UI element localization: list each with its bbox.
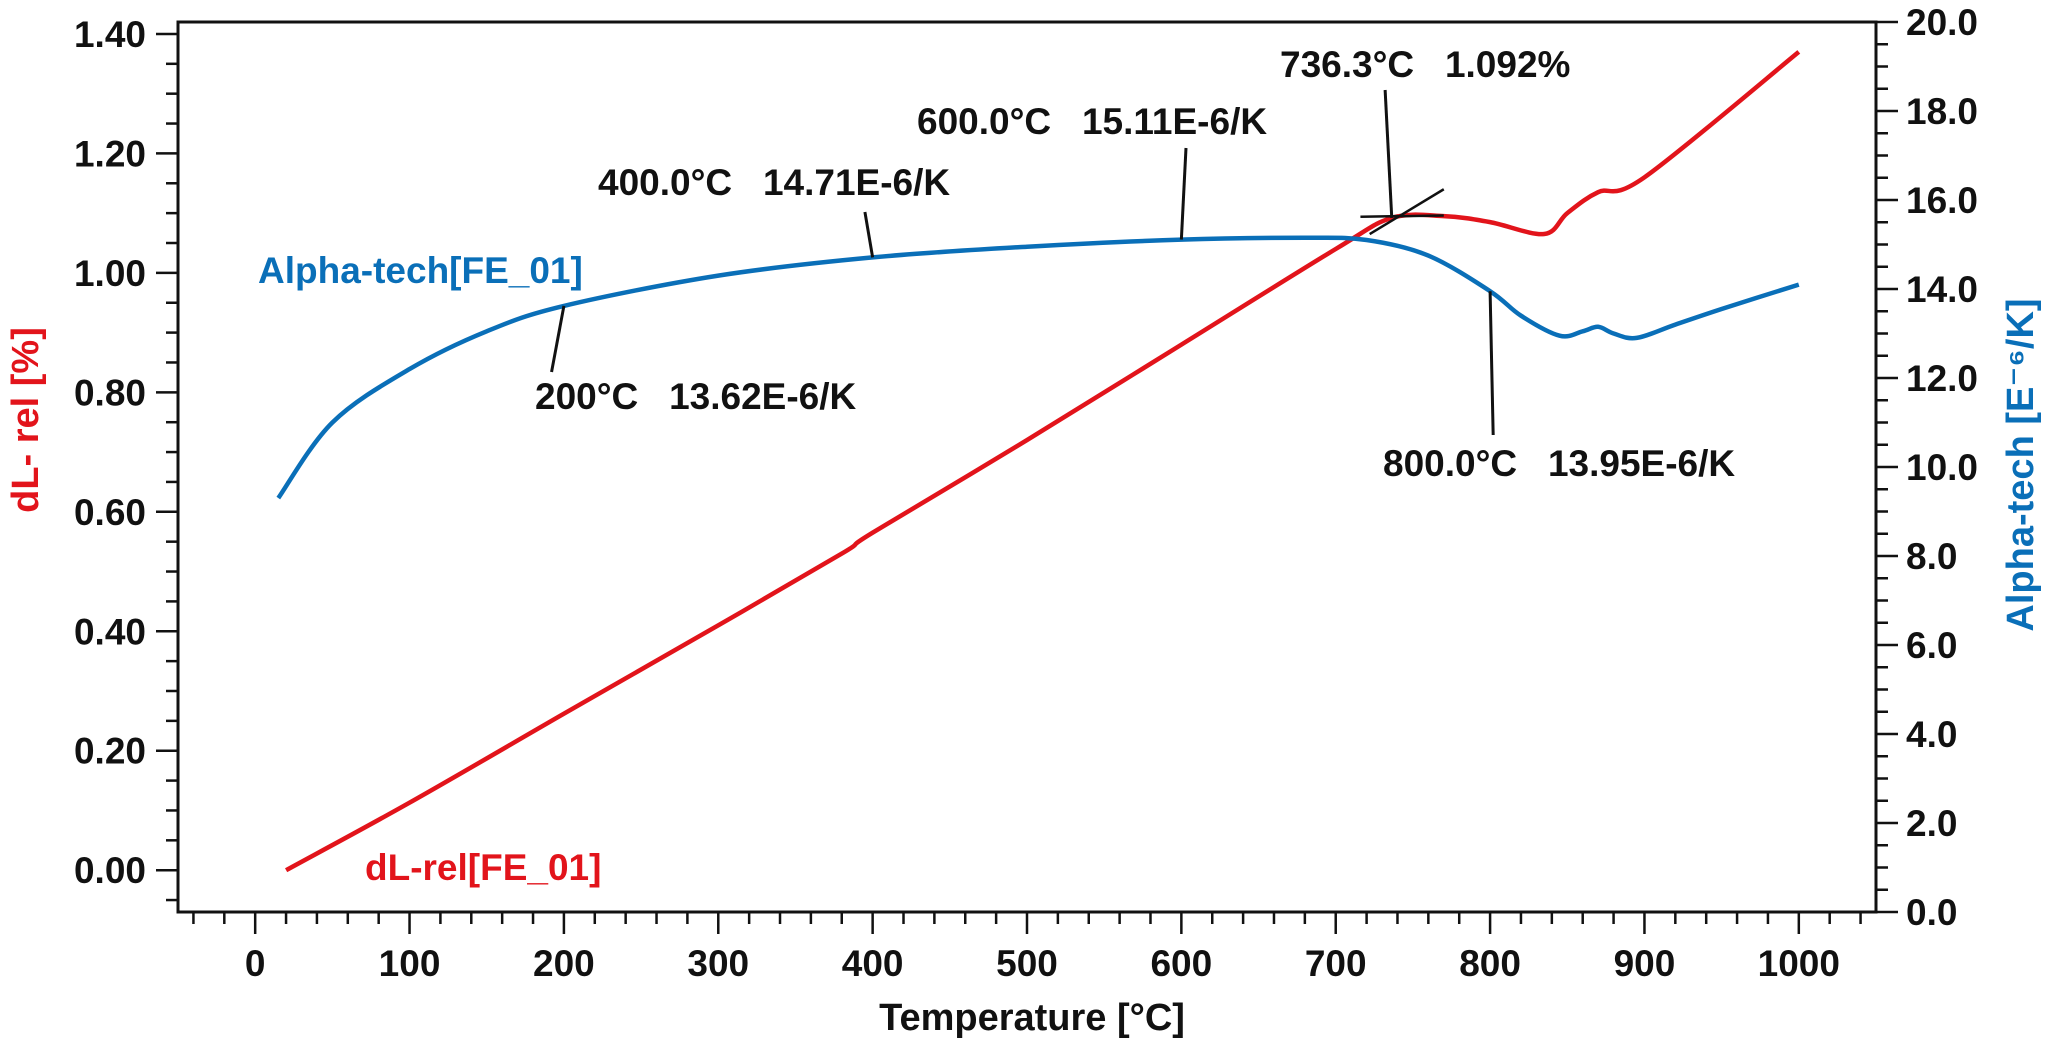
x-tick-label: 900 <box>1614 943 1676 984</box>
x-tick-label: 0 <box>245 943 266 984</box>
y-left-tick-label: 0.60 <box>74 492 146 533</box>
y-right-tick-label: 6.0 <box>1906 625 1957 666</box>
y-left-tick-label: 0.80 <box>74 372 146 413</box>
x-tick-label: 100 <box>379 943 441 984</box>
y-left-tick-label: 0.40 <box>74 611 146 652</box>
series-line-alpha-tech <box>276 235 1800 500</box>
marker-horizontal <box>1360 214 1444 218</box>
x-tick-label: 200 <box>533 943 595 984</box>
x-tick-label: 700 <box>1305 943 1367 984</box>
y-left-tick-label: 1.00 <box>74 253 146 294</box>
marker-diagonal <box>1369 188 1445 236</box>
annotation-600: 600.0°C 15.11E-6/K <box>917 101 1267 142</box>
y-right-tick-label: 0.0 <box>1906 892 1957 933</box>
y-left-tick-label: 0.20 <box>74 731 146 772</box>
y-left-axis-title: dL- rel [%] <box>5 327 47 513</box>
series-label-dl: dL-rel[FE_01] <box>365 847 601 888</box>
y-right-axis-title: Alpha-tech [E⁻⁶/K] <box>2000 298 2042 631</box>
x-tick-label: 300 <box>687 943 749 984</box>
y-right-tick-label: 14.0 <box>1906 269 1978 310</box>
y-right-tick-label: 12.0 <box>1906 358 1978 399</box>
leader-736 <box>1383 89 1394 218</box>
y-right-tick-label: 8.0 <box>1906 536 1957 577</box>
y-right-tick-label: 4.0 <box>1906 714 1957 755</box>
x-tick-label: 500 <box>996 943 1058 984</box>
y-right-tick-label: 10.0 <box>1906 447 1978 488</box>
x-tick-label: 400 <box>842 943 904 984</box>
y-right-tick-label: 20.0 <box>1906 2 1978 43</box>
leader-400 <box>863 211 875 258</box>
y-left-tick-label: 1.20 <box>74 133 146 174</box>
axis-ticks <box>156 20 1898 934</box>
y-right-tick-label: 2.0 <box>1906 803 1957 844</box>
annotation-leaders <box>550 89 1495 436</box>
tick-labels: 0 100 200 300 400 500 600 700 800 900 1000 0.00 0.20… <box>74 2 1978 984</box>
leader-600 <box>1179 147 1188 240</box>
leader-800 <box>1488 291 1495 436</box>
annotation-200: 200°C 13.62E-6/K <box>535 376 857 417</box>
leader-200 <box>550 305 566 373</box>
annotation-736: 736.3°C 1.092% <box>1280 44 1570 85</box>
x-tick-label: 800 <box>1459 943 1521 984</box>
y-left-tick-label: 1.40 <box>74 14 146 55</box>
y-right-tick-label: 18.0 <box>1906 91 1978 132</box>
y-right-tick-label: 16.0 <box>1906 180 1978 221</box>
series-label-alpha: Alpha-tech[FE_01] <box>258 250 583 291</box>
x-tick-label: 600 <box>1150 943 1212 984</box>
x-axis-title: Temperature [°C] <box>879 997 1185 1039</box>
annotation-400: 400.0°C 14.71E-6/K <box>598 162 950 203</box>
y-left-tick-label: 0.00 <box>74 850 146 891</box>
annotation-800: 800.0°C 13.95E-6/K <box>1383 443 1735 484</box>
series-line-dl-rel <box>285 50 1801 873</box>
x-tick-label: 1000 <box>1758 943 1840 984</box>
